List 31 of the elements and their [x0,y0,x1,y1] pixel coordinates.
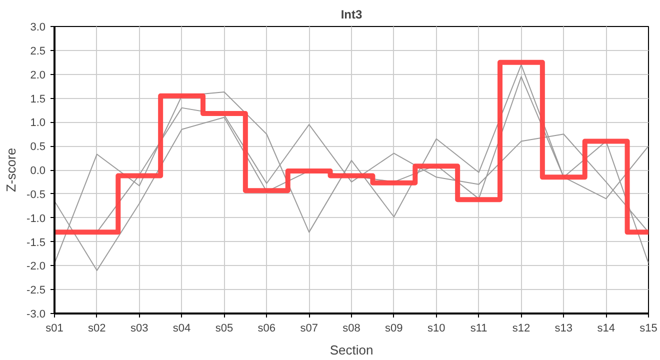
y-tick-label: -2.0 [26,260,46,273]
y-tick-label: 2.0 [30,69,46,82]
y-tick-label: 0.0 [30,165,46,177]
x-tick-label: s02 [88,322,106,334]
y-tick-label: -2.5 [26,284,46,297]
y-tick-label: 3.0 [30,22,46,34]
x-tick-label: s13 [554,322,573,334]
y-tick-label: 2.5 [30,45,46,58]
y-tick-label: -3.0 [26,308,46,320]
x-tick-label: s09 [385,322,403,334]
x-tick-label: s14 [597,322,615,334]
x-tick-label: s05 [215,322,234,334]
x-tick-label: s01 [46,322,64,334]
x-tick-label: s12 [512,322,530,334]
x-tick-label: s15 [640,322,658,334]
y-tick-label: -1.0 [26,212,46,225]
x-tick-label: s06 [258,322,276,334]
x-tick-label: s07 [300,322,318,334]
x-axis-title: Section [330,342,374,358]
y-axis-title: Z-score [4,148,19,192]
x-tick-label: s11 [470,322,488,334]
x-tick-label: s03 [130,322,148,334]
x-tick-label: s10 [427,322,446,334]
y-tick-label: 1.5 [30,93,46,106]
y-tick-label: -1.5 [26,236,46,249]
x-tick-label: s08 [342,322,360,334]
y-tick-label: 1.0 [30,117,46,130]
x-tick-label: s04 [172,322,191,334]
y-tick-label: 0.5 [30,141,46,154]
chart-title: Int3 [340,8,362,22]
y-tick-label: -0.5 [26,188,46,201]
